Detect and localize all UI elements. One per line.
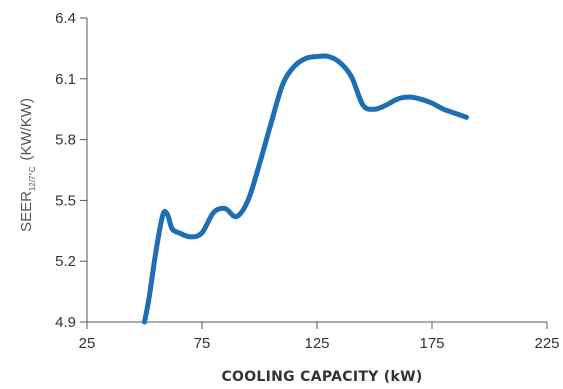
y-tick-label: 5.5 <box>55 192 76 209</box>
x-tick-label: 75 <box>194 335 211 352</box>
y-tick-label: 4.9 <box>55 314 76 331</box>
y-axis-label: SEER12/7°C (KW/KW) <box>18 98 37 232</box>
y-tick-label: 5.8 <box>55 132 76 149</box>
x-tick-label: 225 <box>534 335 559 352</box>
x-ticks: 25 75 125 175 225 <box>79 322 560 352</box>
y-axis-label-subscript: 12/7°C <box>28 166 37 191</box>
y-tick-label: 6.1 <box>55 71 76 88</box>
y-tick-label: 6.4 <box>55 10 76 27</box>
x-tick-label: 25 <box>79 335 96 352</box>
y-axis-label-main: SEER <box>18 191 35 232</box>
series-group <box>142 53 469 325</box>
x-tick-label: 175 <box>419 335 444 352</box>
x-axis-label: COOLING CAPACITY (kW) <box>221 369 422 385</box>
axes <box>86 18 547 323</box>
series-line <box>142 53 469 325</box>
y-axis-label-unit: (KW/KW) <box>18 98 35 160</box>
x-tick-label: 125 <box>304 335 329 352</box>
y-tick-label: 5.2 <box>55 253 76 270</box>
y-ticks: 4.9 5.2 5.5 5.8 6.1 6.4 <box>55 10 87 331</box>
